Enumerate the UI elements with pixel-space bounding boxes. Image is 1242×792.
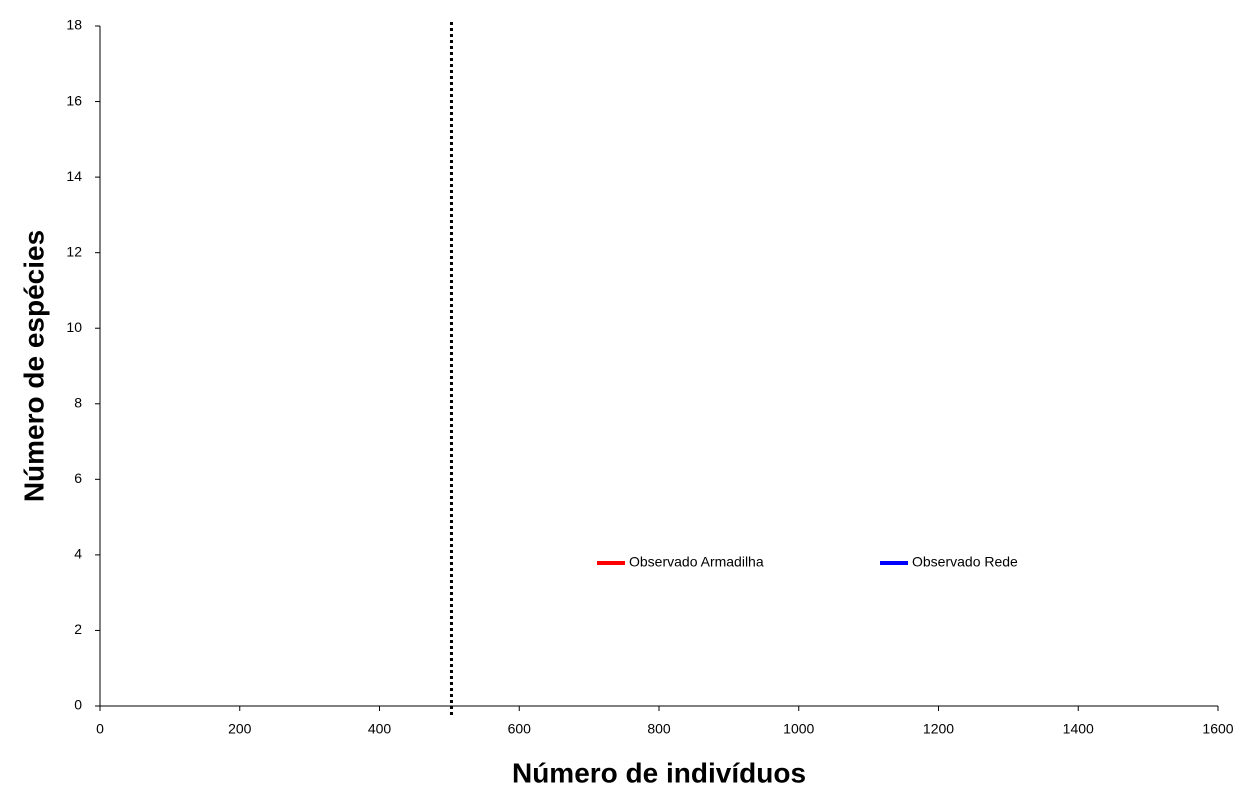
legend-label: Observado Armadilha — [629, 554, 764, 570]
y-tick-label: 14 — [66, 168, 82, 184]
y-tick-label: 4 — [74, 546, 82, 562]
x-tick-label: 1600 — [1202, 721, 1233, 737]
legend-label: Observado Rede — [912, 554, 1018, 570]
y-axis-title: Número de espécies — [18, 230, 49, 502]
x-axis-title: Número de indivíduos — [512, 757, 806, 788]
x-tick-label: 0 — [96, 721, 104, 737]
x-tick-label: 1400 — [1063, 721, 1094, 737]
y-tick-label: 6 — [74, 470, 82, 486]
y-tick-label: 2 — [74, 621, 82, 637]
x-tick-label: 200 — [228, 721, 252, 737]
x-tick-label: 1200 — [923, 721, 954, 737]
x-tick-label: 1000 — [783, 721, 814, 737]
y-tick-label: 10 — [66, 319, 82, 335]
y-tick-label: 8 — [74, 394, 82, 410]
x-tick-label: 800 — [647, 721, 671, 737]
y-tick-label: 0 — [74, 697, 82, 713]
x-tick-label: 400 — [368, 721, 392, 737]
y-tick-label: 16 — [66, 92, 82, 108]
y-tick-label: 18 — [66, 17, 82, 33]
y-tick-label: 12 — [66, 243, 82, 259]
x-tick-label: 600 — [508, 721, 532, 737]
